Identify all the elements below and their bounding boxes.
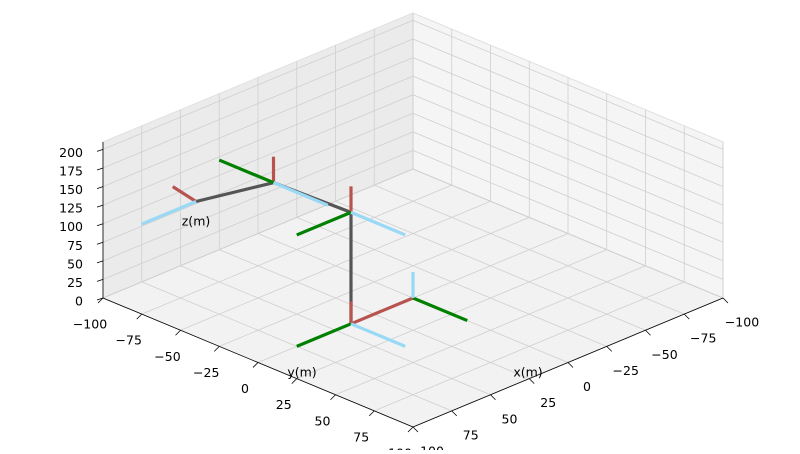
x-tick-label: 25 — [540, 395, 556, 410]
grid-line — [180, 200, 491, 331]
x-tick — [683, 313, 690, 320]
x-tick-label: −100 — [725, 315, 759, 330]
grid-line — [412, 131, 724, 262]
z-tick — [96, 297, 104, 301]
y-tick — [330, 394, 336, 401]
line-segment — [350, 296, 414, 326]
z-tick-label: 100 — [59, 219, 83, 234]
grid-line — [102, 150, 414, 280]
y-tick-label: −75 — [116, 333, 142, 348]
x-tick-label: 50 — [502, 411, 518, 426]
line-segment — [272, 181, 329, 207]
line-segment — [350, 322, 406, 348]
grid-line — [412, 38, 724, 169]
y-tick-label: 25 — [276, 397, 292, 412]
grid-line — [412, 112, 724, 243]
line-segment — [296, 210, 352, 237]
line-segment — [141, 200, 197, 226]
z-tick-label: 50 — [67, 256, 83, 271]
grid-line — [102, 38, 414, 169]
z-tick — [96, 279, 104, 282]
z-tick-label: 75 — [67, 238, 83, 253]
y-tick-label: 100 — [388, 446, 412, 451]
grid-line — [412, 20, 724, 150]
x-axis-line — [412, 297, 724, 428]
line-segment — [171, 185, 197, 203]
grid-line — [102, 57, 414, 187]
z-tick-label: 200 — [59, 145, 83, 160]
y-tick — [291, 378, 298, 384]
x-tick — [490, 394, 496, 401]
grid-line — [219, 217, 530, 347]
y-tick-label: 0 — [241, 381, 249, 396]
line-segment — [218, 158, 275, 185]
y-tick-label: 75 — [353, 429, 369, 444]
x-tick — [528, 378, 535, 384]
x-tick-label: −50 — [651, 347, 677, 362]
y-tick — [97, 297, 104, 304]
x-tick — [722, 297, 729, 304]
grid-line — [141, 184, 452, 315]
z-tick — [96, 223, 104, 227]
x-tick-label: −25 — [613, 363, 639, 378]
x-tick — [606, 346, 613, 352]
y-tick — [407, 426, 414, 433]
x-tick — [451, 410, 458, 417]
z-tick — [96, 204, 104, 208]
z-tick — [96, 149, 104, 152]
grid-line — [412, 94, 724, 225]
x-tick — [567, 362, 574, 368]
x-tick-label: 75 — [463, 427, 479, 442]
x-tick-label: 0 — [583, 379, 591, 394]
y-axis-label: y(m) — [287, 365, 316, 380]
z-tick-label: 150 — [59, 182, 83, 197]
y-axis-line — [102, 297, 414, 428]
y-tick — [368, 410, 375, 417]
z-tick-label: 0 — [75, 294, 83, 309]
z-tick — [96, 260, 104, 264]
z-tick-label: 25 — [67, 275, 83, 290]
z-tick-label: 125 — [59, 201, 83, 216]
grid-line — [102, 75, 414, 206]
grid-line — [102, 131, 414, 262]
grid-line — [412, 57, 724, 187]
y-tick — [213, 346, 220, 352]
z-tick — [96, 186, 104, 189]
line-segment — [412, 296, 468, 323]
y-tick-label: −100 — [73, 317, 107, 332]
z-tick-label: 175 — [59, 164, 83, 179]
z-tick — [96, 167, 104, 171]
x-tick — [645, 329, 651, 336]
x-axis-label: x(m) — [513, 365, 542, 380]
x-tick-label: −75 — [690, 331, 716, 346]
y-tick — [252, 362, 259, 368]
y-tick-label: −50 — [154, 349, 180, 364]
grid-line — [102, 20, 414, 150]
y-tick-label: −25 — [193, 365, 219, 380]
grid-line — [102, 94, 414, 225]
line-segment — [296, 322, 352, 348]
y-tick-label: 50 — [315, 413, 331, 428]
x-tick — [412, 426, 419, 433]
grid-line — [335, 265, 646, 396]
y-tick — [175, 329, 181, 336]
line-segment — [350, 210, 406, 237]
z-axis-label: z(m) — [182, 214, 211, 229]
grid-line — [412, 150, 724, 280]
z-tick — [96, 241, 104, 245]
x-tick-label: 100 — [420, 444, 444, 451]
grid-line — [102, 168, 414, 299]
grid-line — [412, 168, 724, 299]
grid-line — [374, 281, 685, 412]
y-tick — [136, 313, 143, 320]
marks — [141, 156, 468, 348]
grid-line — [412, 75, 724, 206]
